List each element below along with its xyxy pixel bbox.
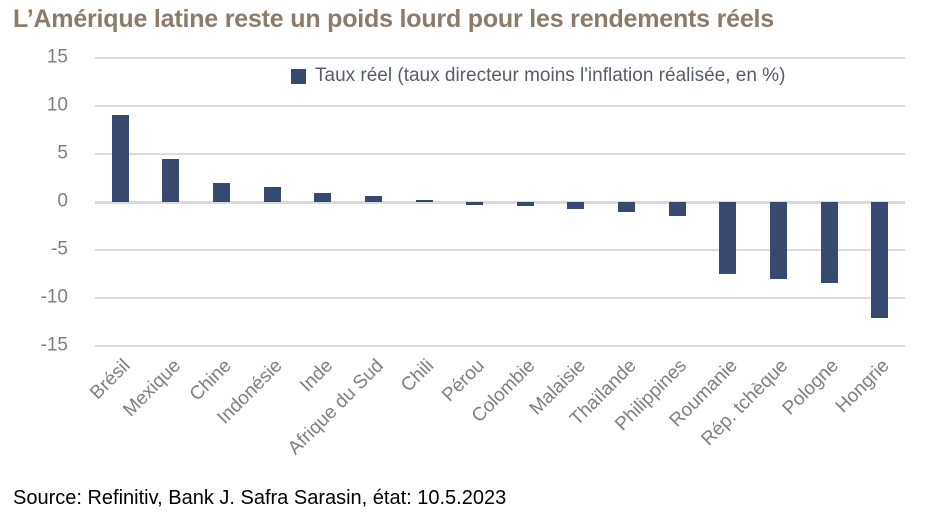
bar-pologne: [820, 202, 838, 283]
bar-bresil: [111, 114, 129, 202]
bar-inde: [314, 193, 332, 202]
y-tick-label: 5: [57, 142, 68, 164]
legend-swatch-icon: [291, 68, 306, 84]
bar-rep-tcheque: [769, 202, 787, 279]
plot-area: Taux réel (taux directeur moins l'inflat…: [95, 57, 905, 347]
bar-roumanie: [719, 202, 737, 274]
y-tick-label: -5: [51, 238, 68, 260]
bar-chili: [415, 200, 433, 202]
gridline: [95, 57, 905, 59]
bar-afrique-du-sud: [364, 196, 382, 202]
bar-chine: [213, 182, 231, 202]
x-axis-label: Chili: [397, 355, 439, 397]
bar-colombie: [516, 202, 534, 206]
bar-perou: [466, 202, 484, 205]
x-axis-labels: Brésil Mexique Chine Indonésie Inde Afrique d…: [86, 350, 905, 485]
gridline: [95, 297, 905, 299]
legend-label: Taux réel (taux directeur moins l'inflat…: [315, 65, 786, 86]
gridline: [95, 345, 905, 347]
x-axis-label: Inde: [295, 355, 337, 397]
y-axis: 15 10 5 0 -5 -10 -15: [0, 48, 80, 355]
chart-title: L’Amérique latine reste un poids lourd p…: [13, 5, 775, 33]
bar-thailande: [618, 202, 636, 212]
y-tick-label: 15: [46, 46, 68, 68]
zero-gridline: [95, 200, 905, 204]
bar-mexique: [162, 158, 180, 202]
y-tick-label: -10: [40, 286, 68, 308]
bar-indonesie: [263, 186, 281, 202]
y-tick-label: 0: [57, 190, 68, 212]
bar-malaisie: [567, 202, 585, 209]
y-tick-label: 10: [46, 94, 68, 116]
x-axis-label: Hongrie: [831, 355, 894, 418]
bar-hongrie: [871, 202, 889, 319]
gridline: [95, 105, 905, 107]
bar-philippines: [668, 202, 686, 217]
legend: Taux réel (taux directeur moins l'inflat…: [291, 65, 785, 87]
source-note: Source: Refinitiv, Bank J. Safra Sarasin…: [13, 487, 507, 509]
x-axis-label: Pologne: [779, 355, 844, 420]
y-tick-label: -15: [40, 334, 68, 356]
gridline: [95, 153, 905, 155]
gridline: [95, 249, 905, 251]
